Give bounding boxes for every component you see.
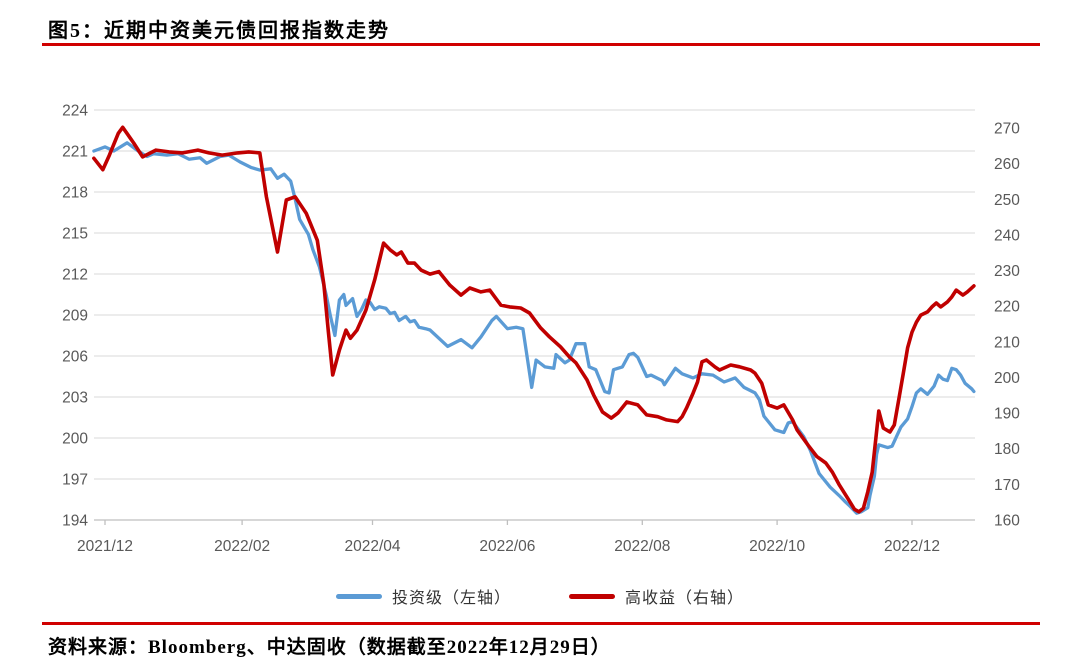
legend-item-investment-grade: 投资级（左轴） xyxy=(335,584,511,608)
title-rule xyxy=(42,43,1040,46)
y-left-tick-label: 200 xyxy=(62,431,88,448)
legend-item-high-yield: 高收益（右轴） xyxy=(569,584,744,608)
y-axis-left-labels: 224 221 218 215 212 209 206 203 200 197 194 xyxy=(62,103,88,530)
legend-label-investment-grade: 投资级（左轴） xyxy=(391,590,511,607)
chart-legend: 投资级（左轴） 高收益（右轴） xyxy=(0,584,1080,608)
y-right-tick-label: 250 xyxy=(994,192,1020,209)
x-axis-tick-label: 2022/08 xyxy=(614,538,670,555)
y-left-tick-label: 224 xyxy=(62,103,88,120)
x-axis-tick-label: 2021/12 xyxy=(77,538,133,555)
legend-swatch-blue-line xyxy=(335,593,382,599)
y-right-tick-label: 230 xyxy=(994,263,1020,280)
y-right-tick-label: 180 xyxy=(994,441,1020,458)
y-left-tick-label: 212 xyxy=(62,267,88,284)
x-axis-tick-label: 2022/02 xyxy=(214,538,270,555)
series-investment-grade-line xyxy=(92,141,976,515)
y-axis-right-labels: 270 260 250 240 230 220 210 200 190 180 170 160 xyxy=(994,121,1020,530)
y-right-tick-label: 270 xyxy=(994,121,1020,138)
x-axis-tick-label: 2022/10 xyxy=(749,538,805,555)
source-note: 资料来源：Bloomberg、中达固收（数据截至2022年12月29日） xyxy=(48,637,611,658)
y-left-tick-label: 209 xyxy=(62,308,88,325)
y-left-tick-label: 215 xyxy=(62,226,88,243)
figure-title: 图5：近期中资美元债回报指数走势 xyxy=(48,20,390,42)
y-right-tick-label: 240 xyxy=(994,227,1020,244)
y-right-tick-label: 170 xyxy=(994,477,1020,494)
y-left-tick-label: 197 xyxy=(62,472,88,489)
y-right-tick-label: 210 xyxy=(994,334,1020,351)
series-high-yield-line xyxy=(92,125,976,514)
footer-rule xyxy=(42,622,1040,625)
y-left-tick-label: 206 xyxy=(62,349,88,366)
legend-label-high-yield: 高收益（右轴） xyxy=(625,590,745,607)
x-axis-tick-label: 2022/12 xyxy=(884,538,940,555)
y-right-tick-label: 220 xyxy=(994,299,1020,316)
y-right-tick-label: 260 xyxy=(994,156,1020,173)
y-right-tick-label: 190 xyxy=(994,406,1020,423)
y-right-tick-label: 160 xyxy=(994,513,1020,530)
x-axis-tick-label: 2022/04 xyxy=(344,538,400,555)
x-axis: 2021/12 2022/02 2022/04 2022/06 2022/08 2022/… xyxy=(77,519,975,555)
x-axis-tick-label: 2022/06 xyxy=(479,538,535,555)
gridlines xyxy=(94,109,975,521)
legend-swatch-red-line xyxy=(569,593,615,599)
y-left-tick-label: 194 xyxy=(62,513,88,530)
y-right-tick-label: 200 xyxy=(994,370,1020,387)
y-left-tick-label: 221 xyxy=(62,144,88,161)
y-left-tick-label: 203 xyxy=(62,390,88,407)
y-left-tick-label: 218 xyxy=(62,185,88,202)
